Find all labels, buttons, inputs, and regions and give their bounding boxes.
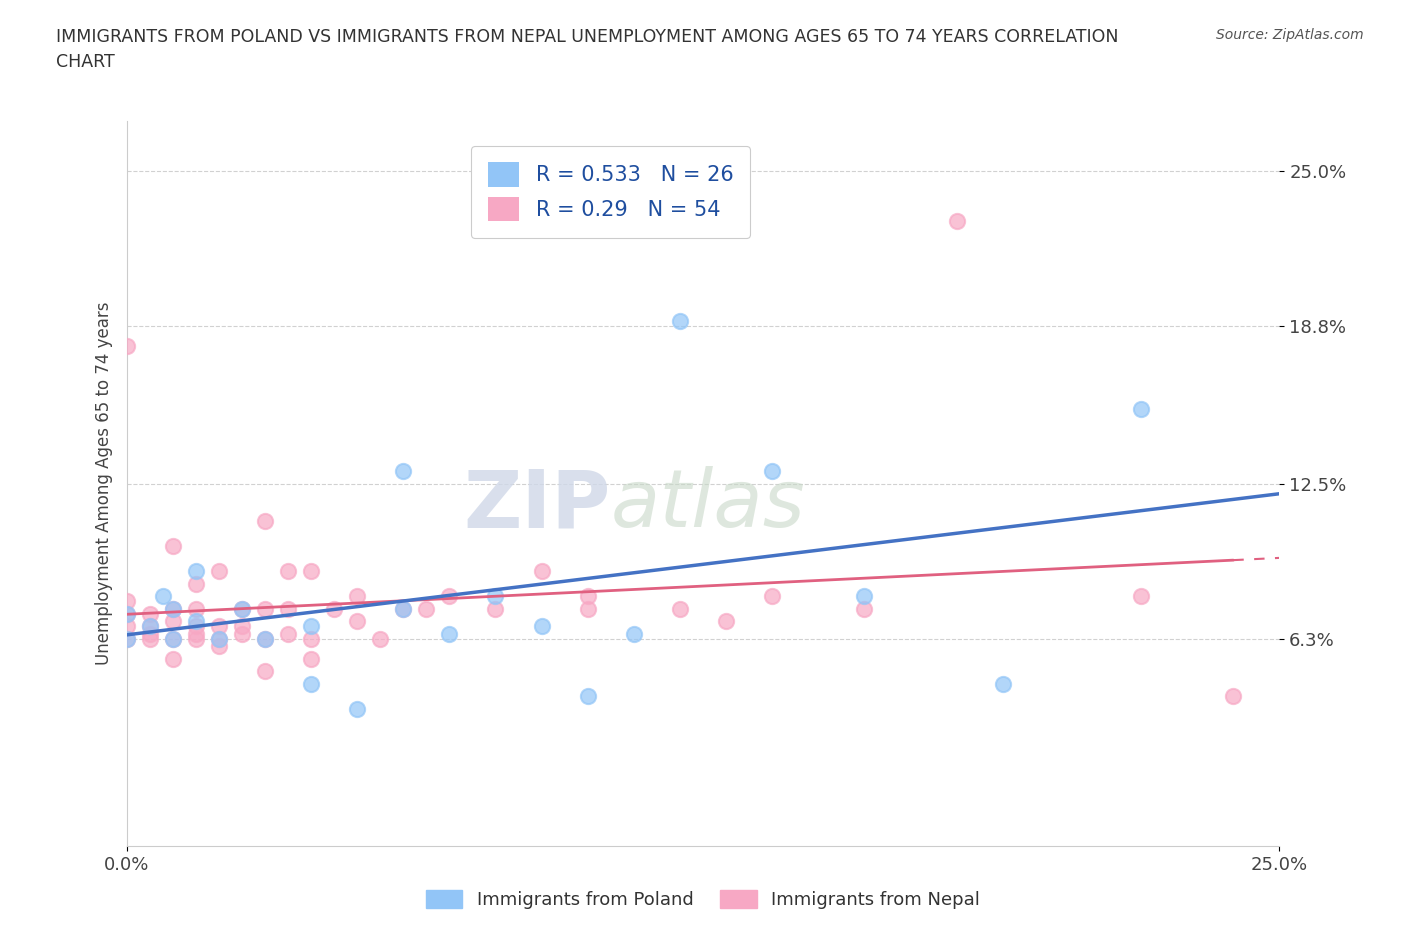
Point (184, 626, 207, 641)
Point (253, 631, 276, 646)
Point (484, 601, 506, 616)
Point (853, 589, 876, 604)
Point (231, 618, 253, 633)
Point (115, 618, 138, 633)
Point (623, 626, 645, 641)
Point (991, 676, 1014, 691)
Point (415, 601, 437, 616)
Point (162, 601, 184, 616)
Point (299, 564, 322, 578)
Point (208, 618, 231, 633)
Point (208, 631, 231, 646)
Point (184, 601, 207, 616)
Legend: R = 0.533   N = 26, R = 0.29   N = 54: R = 0.533 N = 26, R = 0.29 N = 54 (471, 146, 751, 238)
Point (439, 589, 461, 604)
Point (392, 601, 415, 616)
Point (162, 651, 184, 666)
Point (184, 564, 207, 578)
Point (323, 601, 346, 616)
Point (162, 631, 184, 646)
Point (530, 618, 553, 633)
Point (115, 631, 138, 646)
Point (346, 701, 368, 716)
Point (392, 601, 415, 616)
Point (138, 631, 160, 646)
Point (1130, 401, 1153, 416)
Point (253, 513, 276, 528)
Point (115, 339, 138, 353)
Point (1130, 589, 1153, 604)
Text: ZIP: ZIP (464, 466, 610, 544)
Point (115, 606, 138, 621)
Text: atlas: atlas (610, 466, 806, 544)
Point (368, 631, 391, 646)
Point (392, 464, 415, 479)
Point (115, 631, 138, 646)
Point (208, 564, 231, 578)
Point (299, 651, 322, 666)
Point (346, 589, 368, 604)
Point (439, 626, 461, 641)
Text: IMMIGRANTS FROM POLAND VS IMMIGRANTS FROM NEPAL UNEMPLOYMENT AMONG AGES 65 TO 74: IMMIGRANTS FROM POLAND VS IMMIGRANTS FRO… (56, 28, 1119, 71)
Point (184, 577, 207, 591)
Point (530, 564, 553, 578)
Point (277, 564, 299, 578)
Y-axis label: Unemployment Among Ages 65 to 74 years: Unemployment Among Ages 65 to 74 years (94, 302, 112, 665)
Point (138, 606, 160, 621)
Point (253, 664, 276, 679)
Point (253, 631, 276, 646)
Point (208, 639, 231, 654)
Point (253, 601, 276, 616)
Point (945, 214, 967, 229)
Point (853, 601, 876, 616)
Point (669, 313, 692, 328)
Point (576, 589, 599, 604)
Point (714, 614, 737, 629)
Point (115, 606, 138, 621)
Point (231, 601, 253, 616)
Point (277, 626, 299, 641)
Point (1222, 689, 1244, 704)
Point (576, 689, 599, 704)
Point (576, 601, 599, 616)
Point (184, 631, 207, 646)
Point (299, 618, 322, 633)
Text: Source: ZipAtlas.com: Source: ZipAtlas.com (1216, 28, 1364, 42)
Point (138, 618, 160, 633)
Point (761, 589, 783, 604)
Point (162, 614, 184, 629)
Point (162, 538, 184, 553)
Point (231, 601, 253, 616)
Point (152, 589, 174, 604)
Point (761, 464, 783, 479)
Point (277, 601, 299, 616)
Point (138, 626, 160, 641)
Point (162, 601, 184, 616)
Point (346, 614, 368, 629)
Point (231, 626, 253, 641)
Point (208, 631, 231, 646)
Point (299, 676, 322, 691)
Legend: Immigrants from Poland, Immigrants from Nepal: Immigrants from Poland, Immigrants from … (419, 883, 987, 916)
Point (162, 631, 184, 646)
Point (138, 618, 160, 633)
Point (184, 618, 207, 633)
Point (484, 589, 506, 604)
Point (184, 614, 207, 629)
Point (669, 601, 692, 616)
Point (299, 631, 322, 646)
Point (115, 593, 138, 608)
